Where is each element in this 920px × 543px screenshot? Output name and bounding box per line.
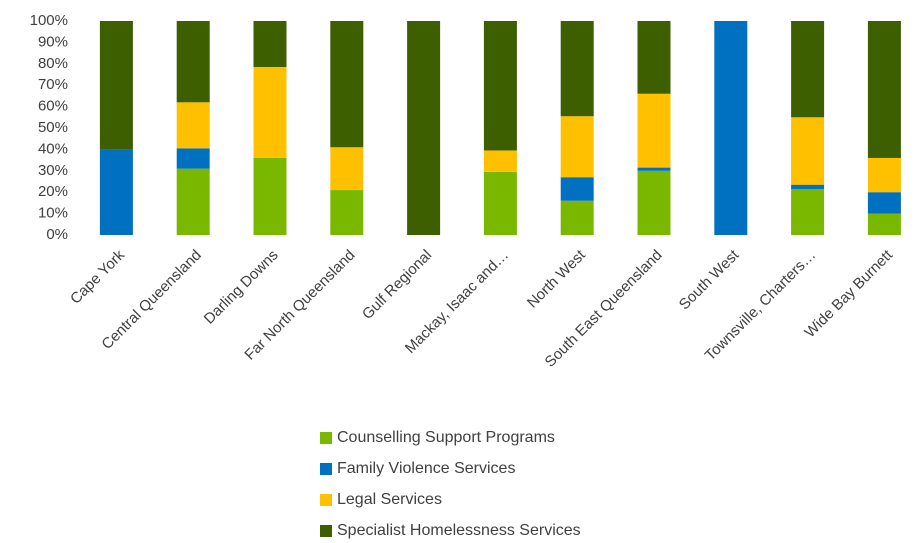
x-tick-label: South West xyxy=(676,246,743,313)
x-tick-label: Gulf Regional xyxy=(359,247,435,323)
bar-segment xyxy=(483,171,517,235)
bar-segment xyxy=(637,21,671,94)
y-tick-label: 40% xyxy=(38,140,68,157)
y-tick-label: 50% xyxy=(38,119,68,136)
x-tick-label: North West xyxy=(524,246,589,311)
bar-segment xyxy=(791,184,825,189)
legend-label: Legal Services xyxy=(337,491,442,508)
y-tick-label: 0% xyxy=(46,226,68,243)
bar-segment xyxy=(330,147,364,191)
bar-segment xyxy=(253,21,287,68)
bar-segment xyxy=(867,192,901,214)
bar-segment xyxy=(99,21,133,150)
bar-segment xyxy=(867,157,901,193)
y-tick-label: 30% xyxy=(38,162,68,179)
bar-segment xyxy=(637,167,671,171)
bar-segment xyxy=(560,116,594,178)
bar-segment xyxy=(253,67,287,158)
bar-segment xyxy=(253,157,287,235)
bar-segment xyxy=(560,21,594,117)
bar-segment xyxy=(791,117,825,185)
y-tick-label: 90% xyxy=(38,33,68,50)
legend-swatch xyxy=(320,463,332,475)
legend-swatch xyxy=(320,432,332,444)
legend-label: Family Violence Services xyxy=(337,460,515,477)
bar-segment xyxy=(560,177,594,201)
bar-segment xyxy=(714,21,748,235)
y-tick-label: 70% xyxy=(38,76,68,93)
legend-swatch xyxy=(320,525,332,537)
bar-segment xyxy=(176,148,210,169)
bar-segment xyxy=(791,188,825,235)
y-tick-label: 60% xyxy=(38,98,68,115)
bar-segment xyxy=(483,150,517,172)
bar-segment xyxy=(330,190,364,235)
x-tick-label: Darling Downs xyxy=(201,247,282,328)
bar-segment xyxy=(176,168,210,235)
y-tick-label: 80% xyxy=(38,55,68,72)
bar-segment xyxy=(560,200,594,235)
bar-segment xyxy=(483,21,517,151)
bar-segment xyxy=(867,21,901,158)
y-tick-label: 10% xyxy=(38,205,68,222)
bar-segment xyxy=(176,21,210,103)
bar-segment xyxy=(407,21,441,235)
y-tick-label: 100% xyxy=(30,12,68,29)
bar-segment xyxy=(637,170,671,235)
bar-segment xyxy=(176,102,210,149)
legend-swatch xyxy=(320,494,332,506)
y-tick-label: 20% xyxy=(38,183,68,200)
legend-label: Specialist Homelessness Services xyxy=(337,522,581,539)
bar-segment xyxy=(99,149,133,235)
bar-segment xyxy=(637,93,671,168)
x-tick-label: Cape York xyxy=(67,246,128,307)
bar-segment xyxy=(330,21,364,148)
bar-segment xyxy=(791,21,825,118)
legend-label: Counselling Support Programs xyxy=(337,429,555,446)
bar-segment xyxy=(867,213,901,235)
